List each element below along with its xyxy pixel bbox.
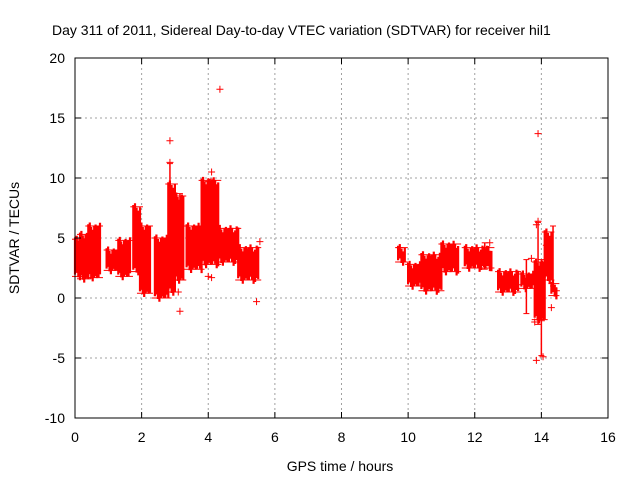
x-tick-label: 6 bbox=[271, 429, 279, 445]
data-band bbox=[543, 228, 553, 284]
data-band bbox=[153, 234, 170, 302]
data-point bbox=[216, 85, 224, 93]
grid-lines bbox=[75, 58, 608, 418]
data-band bbox=[237, 244, 260, 284]
y-tick-label: 10 bbox=[49, 170, 65, 186]
data-point bbox=[552, 287, 560, 295]
data-point bbox=[176, 307, 184, 315]
data-band bbox=[173, 192, 185, 284]
x-tick-label: 10 bbox=[400, 429, 416, 445]
x-tick-label: 2 bbox=[138, 429, 146, 445]
data-band bbox=[78, 230, 90, 283]
y-tick-label: 15 bbox=[49, 110, 65, 126]
y-axis-label: SDTVAR / TECUs bbox=[6, 182, 22, 294]
data-point bbox=[174, 288, 182, 296]
data-point bbox=[532, 221, 540, 229]
data-band bbox=[217, 224, 240, 266]
y-tick-label: 0 bbox=[57, 290, 65, 306]
data-band bbox=[533, 258, 546, 324]
x-tick-label: 14 bbox=[534, 429, 550, 445]
data-band bbox=[138, 222, 152, 297]
data-band bbox=[440, 240, 460, 276]
data-band bbox=[87, 222, 102, 282]
data-band bbox=[105, 246, 118, 275]
data-point bbox=[204, 178, 212, 186]
data-point bbox=[514, 281, 522, 289]
data-band bbox=[397, 244, 406, 266]
y-tick-label: 20 bbox=[49, 50, 65, 66]
data-point bbox=[527, 254, 535, 262]
data-point bbox=[542, 241, 550, 249]
data-band bbox=[407, 260, 423, 290]
data-band bbox=[420, 251, 443, 295]
data-point bbox=[256, 238, 264, 246]
x-tick-label: 16 bbox=[600, 429, 616, 445]
x-tick-label: 4 bbox=[204, 429, 212, 445]
data-band bbox=[463, 244, 493, 272]
data-point bbox=[547, 304, 555, 312]
data-point bbox=[204, 272, 212, 280]
chart-title: Day 311 of 2011, Sidereal Day-to-day VTE… bbox=[52, 22, 551, 38]
data-band bbox=[497, 268, 520, 296]
data-point bbox=[166, 158, 174, 166]
data-point bbox=[208, 168, 216, 176]
x-tick-label: 12 bbox=[467, 429, 483, 445]
data-point bbox=[532, 356, 540, 364]
data-band bbox=[550, 280, 558, 300]
data-point bbox=[253, 298, 261, 306]
data-point bbox=[534, 217, 542, 225]
data-point bbox=[486, 239, 494, 247]
data-band bbox=[185, 222, 203, 274]
x-tick-label: 8 bbox=[338, 429, 346, 445]
data-series bbox=[72, 85, 560, 364]
data-point bbox=[534, 130, 542, 138]
data-point bbox=[396, 244, 404, 252]
y-tick-label: -5 bbox=[53, 350, 66, 366]
data-band bbox=[117, 236, 132, 281]
x-tick-label: 0 bbox=[71, 429, 79, 445]
x-axis-label: GPS time / hours bbox=[287, 458, 394, 474]
data-point bbox=[531, 318, 539, 326]
data-point bbox=[537, 317, 545, 325]
y-tick-label: -10 bbox=[45, 410, 65, 426]
y-tick-label: 5 bbox=[57, 230, 65, 246]
data-point bbox=[166, 137, 174, 145]
data-band bbox=[132, 203, 142, 276]
data-point bbox=[539, 353, 547, 361]
axes: 0 2 4 6 8 10 12 14 16 -10 -5 0 5 10 15 20 bbox=[45, 50, 616, 445]
data-point bbox=[208, 274, 216, 282]
